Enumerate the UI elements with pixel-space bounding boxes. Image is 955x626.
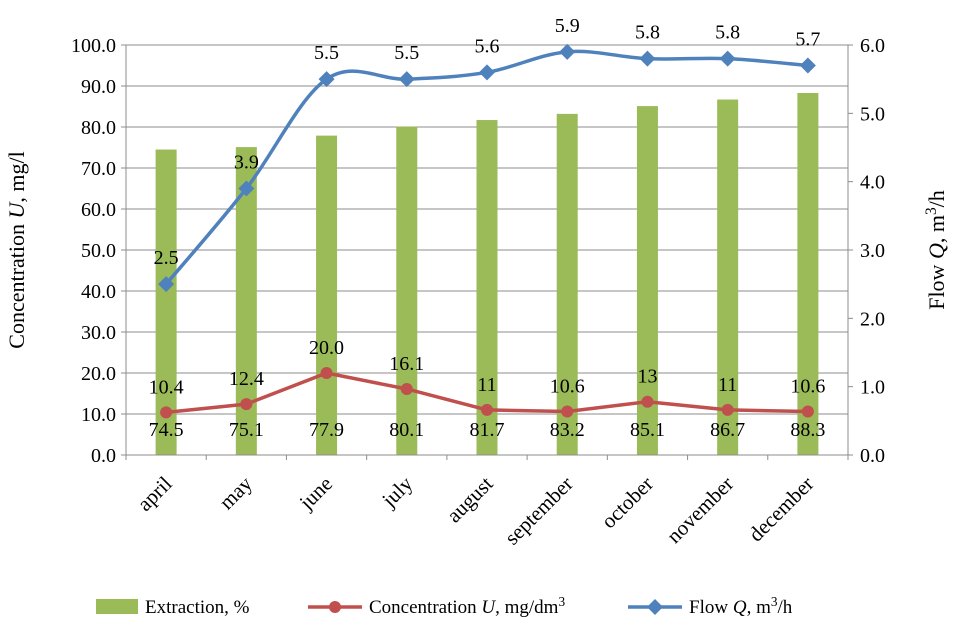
extraction-bar bbox=[556, 113, 578, 455]
concentration-value-label: 20.0 bbox=[309, 337, 344, 359]
y-right-tick-label: 3.0 bbox=[860, 240, 885, 262]
x-tick-label: june bbox=[294, 472, 337, 515]
y-left-tick-label: 30.0 bbox=[81, 322, 116, 344]
extraction-bars bbox=[155, 92, 819, 456]
x-tick-label: september bbox=[500, 472, 578, 550]
concentration-point bbox=[801, 405, 814, 418]
x-tick-label: november bbox=[662, 472, 738, 548]
extraction-value-label: 75.1 bbox=[229, 419, 264, 441]
flow-point bbox=[559, 43, 576, 60]
concentration-value-label: 10.4 bbox=[149, 376, 184, 398]
concentration-value-label: 12.4 bbox=[229, 368, 264, 390]
x-tick-label: may bbox=[214, 471, 257, 514]
flow-value-label: 5.6 bbox=[475, 35, 500, 57]
y-right-tick-label: 6.0 bbox=[860, 35, 885, 57]
legend-label-concentration: Concentration U, mg/dm3 bbox=[369, 594, 565, 619]
flow-value-label: 5.9 bbox=[555, 15, 580, 37]
extraction-value-label: 86.7 bbox=[710, 419, 745, 441]
flow-point bbox=[318, 71, 335, 88]
flow-point bbox=[158, 276, 175, 293]
concentration-value-label: 11 bbox=[477, 374, 496, 396]
concentration-point bbox=[400, 382, 413, 395]
axes bbox=[121, 44, 853, 460]
y-right-tick-label: 0.0 bbox=[860, 445, 885, 467]
y-left-axis-title: Concentration U, mg/l bbox=[4, 151, 29, 348]
y-left-tick-label: 50.0 bbox=[81, 240, 116, 262]
y-left-tick-label: 20.0 bbox=[81, 363, 116, 385]
x-tick-label: july bbox=[377, 471, 418, 512]
y-left-tick-label: 40.0 bbox=[81, 281, 116, 303]
axis-titles: Concentration U, mg/l Flow Q, m3/h bbox=[4, 151, 949, 348]
flow-point bbox=[238, 180, 255, 197]
y-right-axis-title: Flow Q, m3/h bbox=[923, 190, 950, 310]
extraction-bar bbox=[476, 120, 498, 455]
legend-marker-concentration bbox=[329, 601, 341, 613]
flow-value-label: 5.8 bbox=[635, 22, 660, 44]
legend-label-extraction: Extraction, % bbox=[145, 597, 250, 618]
extraction-value-label: 74.5 bbox=[149, 419, 184, 441]
y-right-tick-label: 4.0 bbox=[860, 172, 885, 194]
concentration-value-label: 10.6 bbox=[790, 376, 825, 398]
flow-value-label: 5.5 bbox=[314, 42, 339, 64]
extraction-value-label: 88.3 bbox=[790, 419, 825, 441]
y-right-tick-label: 5.0 bbox=[860, 103, 885, 125]
x-tick-label: april bbox=[132, 471, 176, 515]
flow-point bbox=[639, 50, 656, 67]
concentration-point bbox=[240, 398, 253, 411]
y-left-tick-label: 90.0 bbox=[81, 76, 116, 98]
flow-value-label: 3.9 bbox=[234, 152, 259, 174]
concentration-value-label: 11 bbox=[718, 374, 737, 396]
legend-label-flow: Flow Q, m3/h bbox=[689, 594, 793, 619]
concentration-point bbox=[481, 403, 493, 416]
extraction-value-label: 77.9 bbox=[309, 419, 344, 441]
extraction-value-label: 81.7 bbox=[470, 419, 505, 441]
y-left-tick-label: 10.0 bbox=[81, 404, 116, 426]
concentration-point bbox=[721, 403, 734, 416]
concentration-value-label: 13 bbox=[637, 366, 657, 388]
flow-value-label: 5.5 bbox=[394, 42, 419, 64]
extraction-bar bbox=[316, 135, 338, 456]
series-lines bbox=[158, 43, 816, 419]
flow-line bbox=[164, 49, 809, 286]
concentration-value-label: 16.1 bbox=[389, 353, 424, 375]
y-left-tick-label: 0.0 bbox=[91, 445, 116, 467]
extraction-bar bbox=[396, 126, 418, 455]
x-tick-label: august bbox=[442, 471, 498, 527]
y-left-tick-label: 70.0 bbox=[81, 158, 116, 180]
x-tick-label: december bbox=[744, 472, 819, 547]
flow-point bbox=[719, 50, 736, 67]
y-left-tick-label: 80.0 bbox=[81, 117, 116, 139]
flow-point bbox=[398, 71, 415, 88]
flow-value-label: 5.8 bbox=[715, 22, 740, 44]
concentration-point bbox=[320, 367, 333, 379]
data-labels: 74.5 75.1 77.9 80.1 81.7 83.2 85.1 86.7 88.3 10.4… bbox=[149, 15, 826, 441]
flow-point bbox=[479, 64, 495, 81]
legend-swatch-extraction bbox=[96, 599, 138, 614]
concentration-value-label: 10.6 bbox=[550, 376, 585, 398]
flow-value-label: 5.7 bbox=[795, 29, 820, 51]
concentration-point bbox=[641, 395, 654, 408]
extraction-bar bbox=[717, 99, 739, 455]
flow-value-label: 2.5 bbox=[154, 247, 179, 269]
legend: Extraction, % Concentration U, mg/dm3 Flow… bbox=[96, 594, 793, 619]
extraction-value-label: 83.2 bbox=[550, 419, 585, 441]
extraction-value-label: 80.1 bbox=[389, 419, 424, 441]
extraction-bar bbox=[797, 92, 819, 455]
y-left-tick-label: 100.0 bbox=[71, 35, 116, 57]
concentration-point bbox=[561, 405, 574, 418]
legend-marker-flow bbox=[647, 599, 663, 615]
extraction-bar bbox=[155, 149, 177, 456]
extraction-bar bbox=[636, 106, 658, 455]
flow-point bbox=[799, 57, 816, 74]
x-tick-label: october bbox=[596, 472, 658, 534]
concentration-point bbox=[160, 406, 173, 419]
y-right-tick-label: 1.0 bbox=[860, 377, 885, 399]
extraction-bar bbox=[235, 147, 257, 455]
y-left-tick-label: 60.0 bbox=[81, 199, 116, 221]
y-right-tick-label: 2.0 bbox=[860, 308, 885, 330]
extraction-value-label: 85.1 bbox=[630, 419, 665, 441]
